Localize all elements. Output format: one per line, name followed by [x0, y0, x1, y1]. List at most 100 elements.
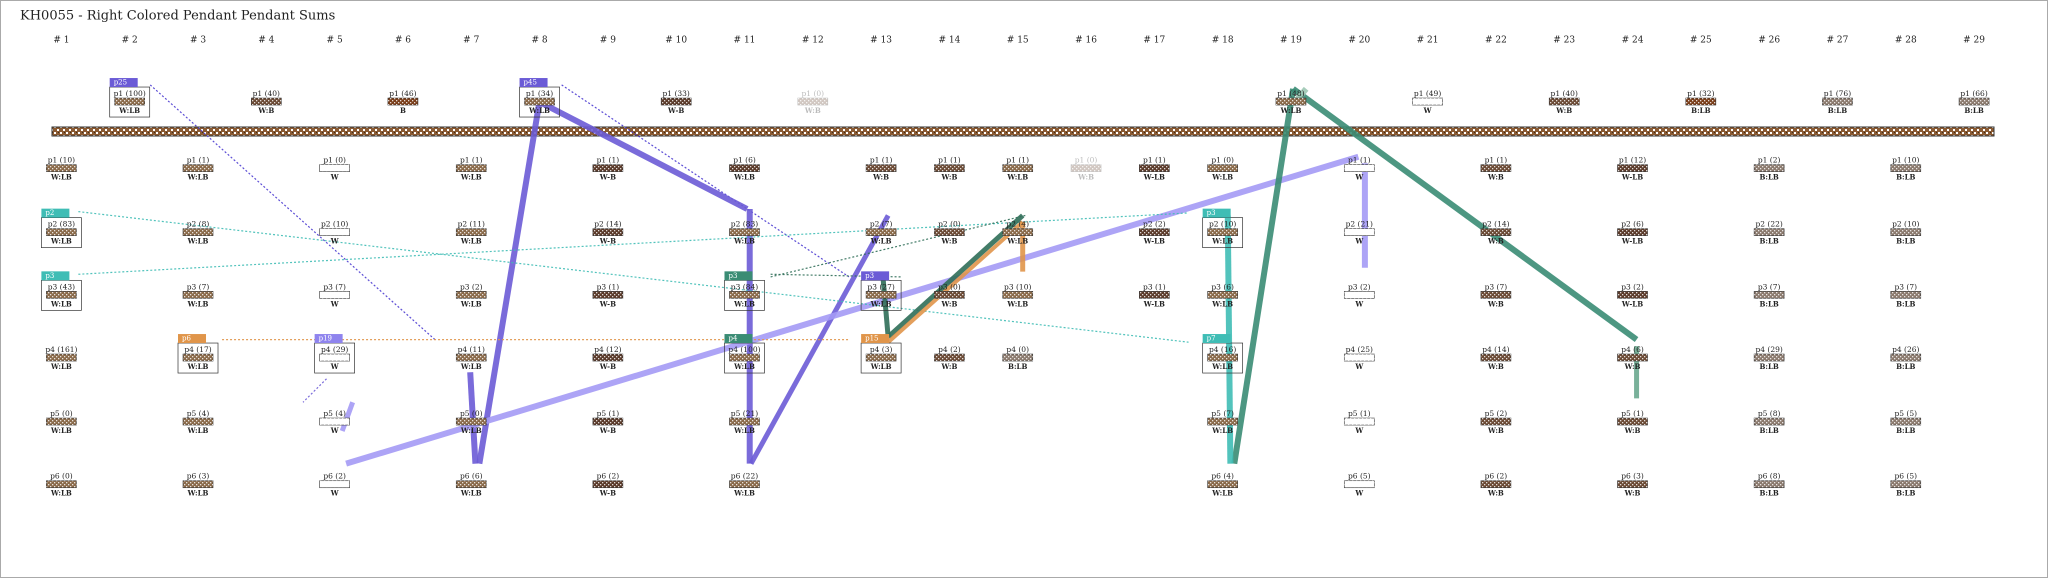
knot-texture — [183, 418, 214, 426]
knot-texture — [1480, 228, 1511, 236]
pendant: p4 (6) W:B — [1617, 345, 1648, 371]
pendant-colors: W — [1354, 362, 1363, 371]
tag — [519, 78, 548, 88]
pendant-colors: W:LB — [460, 426, 482, 435]
pendant-colors: B:LB — [1896, 299, 1915, 308]
pendant-label: p2 (11) — [458, 220, 485, 229]
pendant-label: p3 (6) — [1211, 282, 1234, 291]
knot-texture — [1959, 98, 1990, 106]
pendant-colors: W:B — [940, 362, 957, 371]
pendant-colors: W — [330, 173, 339, 182]
pendant-label: p6 (8) — [1758, 472, 1781, 481]
knot-texture — [866, 164, 897, 172]
pendant: p3 (1) W-B — [592, 282, 624, 308]
pendant-label: p1 (0) — [1211, 156, 1234, 165]
knot-texture — [661, 98, 692, 106]
pendant-label: p2 (10) — [1209, 220, 1236, 229]
pendant-label: p3 (27) — [867, 282, 894, 291]
pendant: p1 (1) W-LB — [1139, 156, 1170, 182]
column-header: # 17 — [1143, 36, 1165, 46]
pendant-label: p1 (1) — [597, 156, 620, 165]
pendant: p4 (14) W:B — [1480, 345, 1512, 371]
knot-texture — [319, 354, 350, 362]
knot-texture — [729, 164, 760, 172]
pendant: p1 (2) B:LB — [1753, 156, 1785, 182]
pendant-colors: W:LB — [870, 237, 892, 246]
pendant-label: p5 (0) — [50, 409, 73, 418]
column-header: # 26 — [1758, 36, 1780, 46]
primary-cord — [51, 126, 1995, 137]
pendant-colors: W-LB — [1143, 299, 1165, 308]
pendant: p25 p1 (100) W:LB — [109, 78, 151, 118]
column-header: # 28 — [1895, 36, 1917, 46]
pendant-label: p1 (0) — [1075, 156, 1098, 165]
pendant-colors: W:LB — [1211, 489, 1233, 498]
knot-texture — [1344, 291, 1375, 299]
pendant: p6 (8) B:LB — [1753, 472, 1785, 498]
pendant-colors: W:LB — [50, 299, 72, 308]
pendant-colors: W:LB — [1211, 362, 1233, 371]
tag-label: p2 — [45, 209, 54, 217]
pendant-label: p4 (17) — [184, 345, 211, 354]
pendant: p1 (1) W — [1343, 156, 1375, 182]
knot-texture — [729, 480, 760, 488]
column-header: # 3 — [190, 36, 206, 46]
pendant-label: p2 (10) — [321, 220, 348, 229]
knot-texture — [1685, 98, 1716, 106]
knot-texture — [319, 418, 350, 426]
link — [1231, 88, 1297, 465]
pendant-label: p5 (21) — [731, 409, 758, 418]
title: KH0055 - Right Colored Pendant Pendant S… — [20, 9, 335, 24]
knot-texture — [592, 354, 623, 362]
column-header: # 19 — [1280, 36, 1302, 46]
pendant-colors: W — [1354, 173, 1363, 182]
pendant: p3 (2) W-LB — [1617, 282, 1648, 308]
knot-texture — [1617, 354, 1648, 362]
pendant: p2 (8) W:LB — [182, 220, 214, 246]
pendant-label: p4 (0) — [1006, 345, 1029, 354]
column-header: # 6 — [395, 36, 411, 46]
pendant-label: p1 (32) — [1687, 89, 1714, 98]
pendant-colors: W:B — [1487, 237, 1504, 246]
knot-texture — [592, 291, 623, 299]
pendant: p6 (5) W — [1343, 472, 1375, 498]
pendant-label: p4 (6) — [1621, 345, 1644, 354]
knot-texture — [1207, 164, 1238, 172]
pendant: p3 (0) W:B — [934, 282, 965, 308]
knot-texture — [866, 291, 897, 299]
column-header: # 9 — [600, 36, 616, 46]
tag-label: p45 — [524, 79, 537, 87]
pendant-colors: W — [330, 299, 339, 308]
knot-texture — [1617, 228, 1648, 236]
tag — [314, 334, 343, 344]
pendant: p6 (6) W:LB — [455, 472, 487, 498]
pendant-label: p1 (0) — [323, 156, 346, 165]
pendant: p1 (1) W:B — [1480, 156, 1512, 182]
knot-texture — [456, 354, 487, 362]
link — [880, 276, 891, 338]
knot-texture — [1480, 418, 1511, 426]
knot-texture — [1617, 291, 1648, 299]
pendant: p1 (1) W:LB — [455, 156, 487, 182]
pendant-label: p6 (22) — [731, 472, 758, 481]
pendant-label: p2 (7) — [870, 220, 893, 229]
column-header: # 20 — [1348, 36, 1370, 46]
tag — [861, 334, 890, 344]
knot-texture — [1344, 480, 1375, 488]
knot-texture — [592, 228, 623, 236]
pendant: p5 (1) W — [1343, 409, 1375, 435]
pendant: p4 (2) W:B — [934, 345, 965, 371]
pendant-colors: W:LB — [733, 173, 755, 182]
pendant-label: p4 (3) — [870, 345, 893, 354]
pendant-colors: W:LB — [1006, 299, 1028, 308]
pendant: p7 p4 (16) W:LB — [1202, 334, 1244, 374]
pendant: p2 (0) W:B — [934, 220, 965, 246]
pendant-colors: W:B — [1555, 106, 1572, 115]
pendant-label: p3 (1) — [597, 282, 620, 291]
knot-texture — [1002, 291, 1033, 299]
pendant-colors: B:LB — [1828, 106, 1847, 115]
pendant-label: p2 (6) — [1621, 220, 1644, 229]
tag-label: p3 — [45, 272, 54, 280]
knot-texture — [1754, 418, 1785, 426]
